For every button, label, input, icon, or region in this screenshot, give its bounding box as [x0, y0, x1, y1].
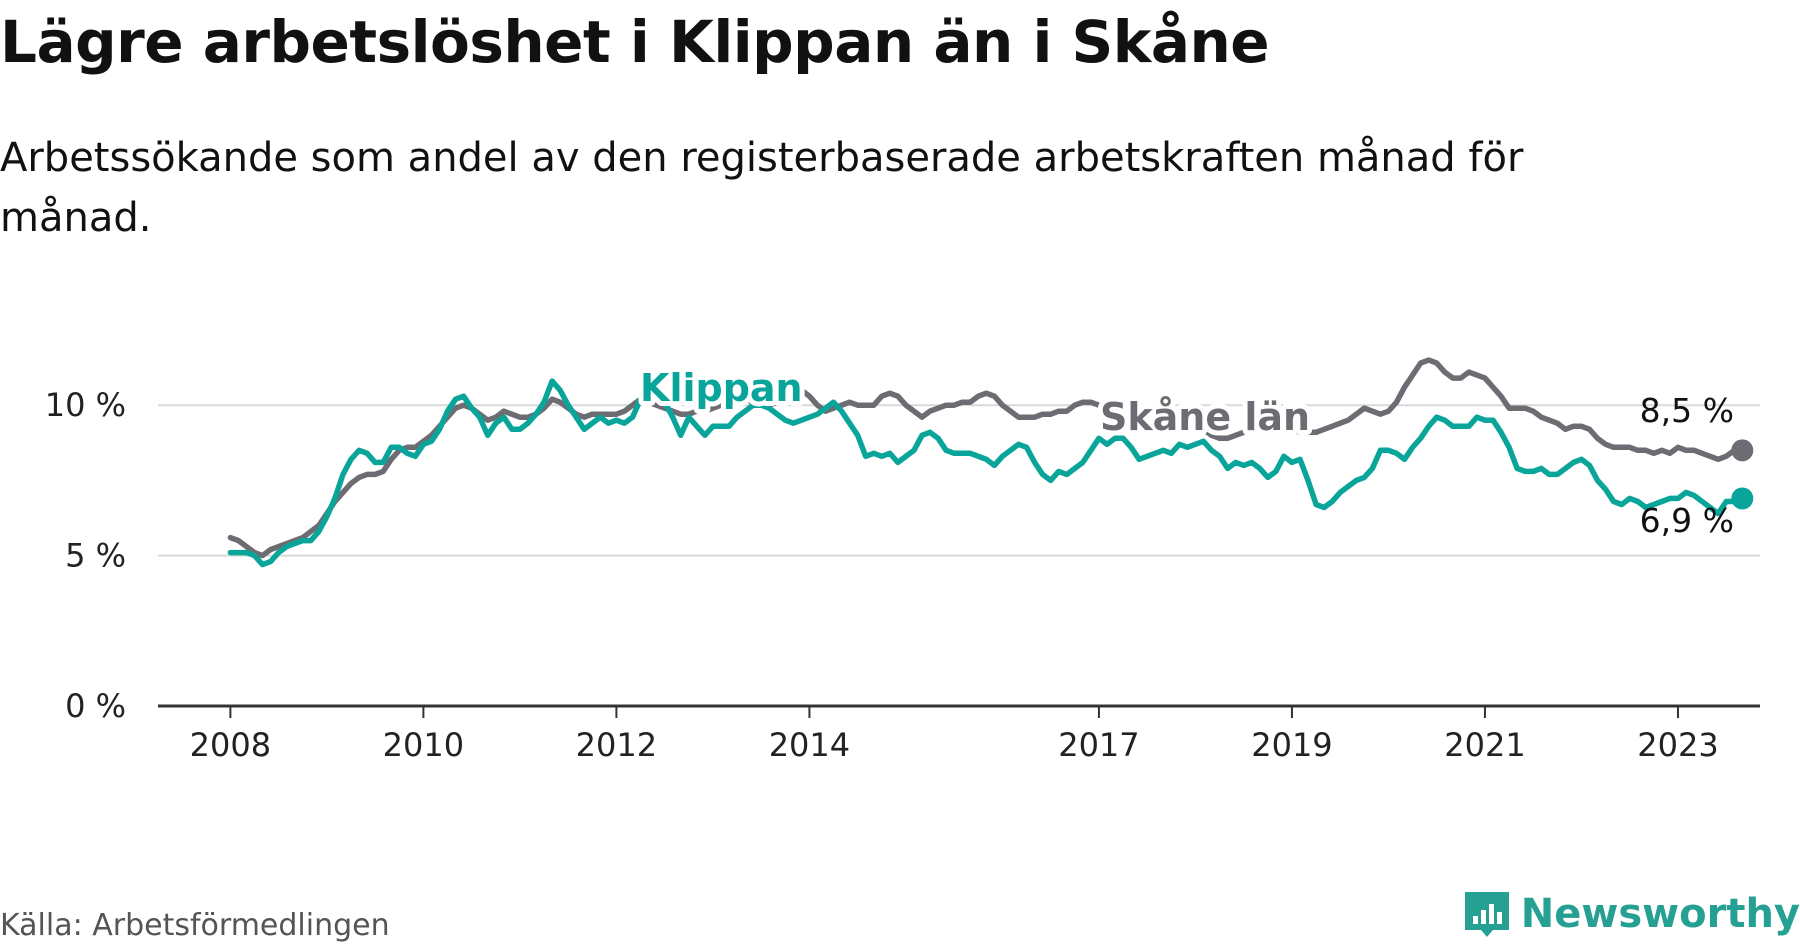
end-markers — [1731, 439, 1754, 510]
x-tick-label: 2008 — [190, 726, 271, 764]
x-tick-label: 2010 — [383, 726, 464, 764]
bar-chart-logo-icon — [1464, 892, 1509, 937]
chart-title: Lägre arbetslöshet i Klippan än i Skåne — [0, 8, 1270, 76]
x-tick-label: 2023 — [1637, 726, 1718, 764]
gridlines — [158, 404, 1760, 557]
series-label-skane: Skåne län — [1100, 395, 1310, 439]
x-tick-label: 2021 — [1444, 726, 1525, 764]
end-marker-klippan — [1731, 487, 1754, 510]
newsworthy-logo: Newsworthy — [1463, 886, 1800, 942]
x-axis: 2008 2010 2012 2014 2017 2019 2021 2023 — [158, 704, 1760, 764]
line-klippan — [227, 378, 1746, 568]
source-note: Källa: Arbetsförmedlingen — [0, 908, 390, 943]
x-tick-label: 2012 — [576, 726, 657, 764]
y-axis-labels: 0 % 5 % 10 % — [45, 386, 126, 725]
x-tick-label: 2019 — [1251, 726, 1332, 764]
end-labels: 8,5 % 6,9 % — [1640, 391, 1734, 540]
series-lines — [227, 357, 1746, 568]
x-tick-label: 2014 — [769, 726, 850, 764]
end-label-klippan: 6,9 % — [1640, 501, 1734, 540]
y-tick-label: 0 % — [65, 687, 126, 725]
end-marker-skane — [1731, 439, 1754, 462]
series-label-klippan: Klippan — [640, 366, 803, 410]
x-tick-label: 2017 — [1058, 726, 1139, 764]
end-label-skane: 8,5 % — [1640, 391, 1734, 430]
line-skane — [227, 357, 1746, 559]
y-tick-label: 5 % — [65, 537, 126, 575]
y-tick-label: 10 % — [45, 386, 126, 424]
series-labels: Klippan Skåne län — [635, 361, 1315, 444]
logo-text: Newsworthy — [1520, 891, 1800, 937]
chart-subtitle: Arbetssökande som andel av den registerb… — [0, 135, 1524, 241]
